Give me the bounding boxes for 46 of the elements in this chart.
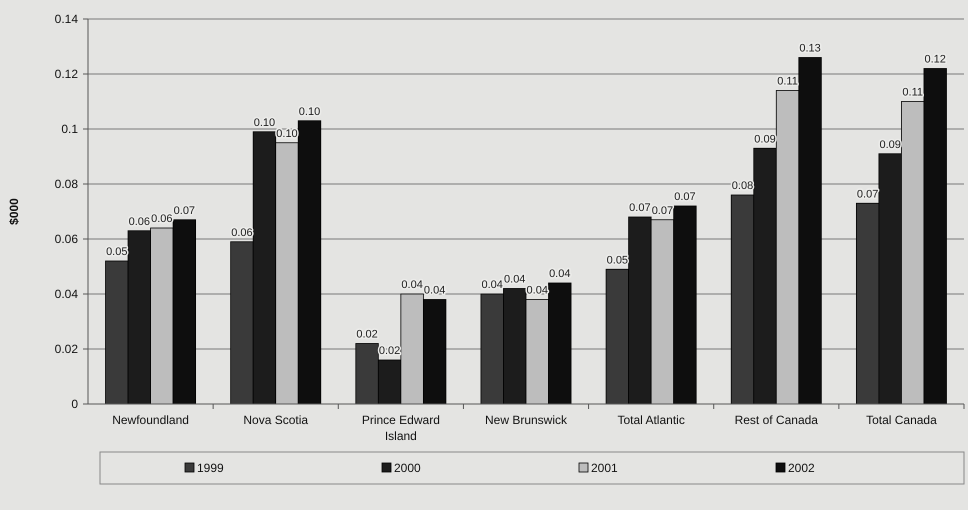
legend-label: 1999 (197, 461, 224, 475)
data-label: 0.06 (231, 226, 253, 239)
data-label: 0.10 (298, 106, 320, 118)
data-label: 0.04 (504, 274, 526, 286)
data-label: 0.05 (606, 254, 628, 266)
data-label: 0.11 (902, 86, 923, 98)
data-label: 0.11 (777, 76, 798, 88)
x-tick-label: Rest of Canada (734, 413, 818, 427)
y-tick-label: 0.04 (54, 287, 78, 302)
data-label: 0.07 (674, 191, 696, 203)
y-tick-label: 0.12 (54, 67, 78, 82)
legend-label: 2000 (394, 461, 422, 475)
y-axis-title: $000 (7, 198, 21, 225)
x-tick-label: Total Atlantic (617, 413, 685, 427)
data-label: 0.07 (856, 188, 878, 200)
data-label: 0.10 (254, 116, 276, 129)
data-label: 0.10 (276, 128, 298, 140)
x-tick-label: Newfoundland (112, 413, 189, 427)
x-tick-label: Nova Scotia (243, 413, 308, 427)
x-tick-label: Prince Edward Island (362, 413, 440, 443)
data-label: 0.04 (401, 279, 423, 291)
data-label: 0.02 (356, 328, 378, 340)
y-tick-label: 0 (71, 397, 78, 412)
data-label: 0.04 (424, 284, 446, 296)
data-label: 0.06 (128, 216, 150, 228)
data-label: 0.05 (106, 246, 128, 258)
y-tick-label: 0.06 (54, 232, 78, 246)
data-label: 0.04 (549, 268, 570, 280)
data-label: 0.12 (924, 54, 946, 66)
data-label: 0.04 (526, 284, 548, 296)
data-label: 0.06 (151, 213, 173, 225)
data-label: 0.09 (879, 138, 901, 151)
data-label: 0.13 (799, 42, 821, 54)
data-label: 0.09 (754, 133, 776, 146)
y-tick-label: 0.08 (54, 177, 78, 192)
x-tick-label: Total Canada (866, 413, 938, 427)
data-label: 0.07 (174, 204, 196, 217)
data-label: 0.07 (652, 204, 674, 217)
legend-label: 2002 (788, 461, 816, 475)
data-label: 0.07 (629, 202, 651, 214)
legend-label: 2001 (591, 461, 618, 475)
y-tick-label: 0.14 (54, 12, 78, 26)
y-tick-label: 0.1 (61, 122, 78, 136)
x-tick-label: New Brunswick (484, 413, 568, 427)
y-tick-label: 0.02 (54, 342, 78, 356)
data-label: 0.04 (482, 279, 503, 291)
